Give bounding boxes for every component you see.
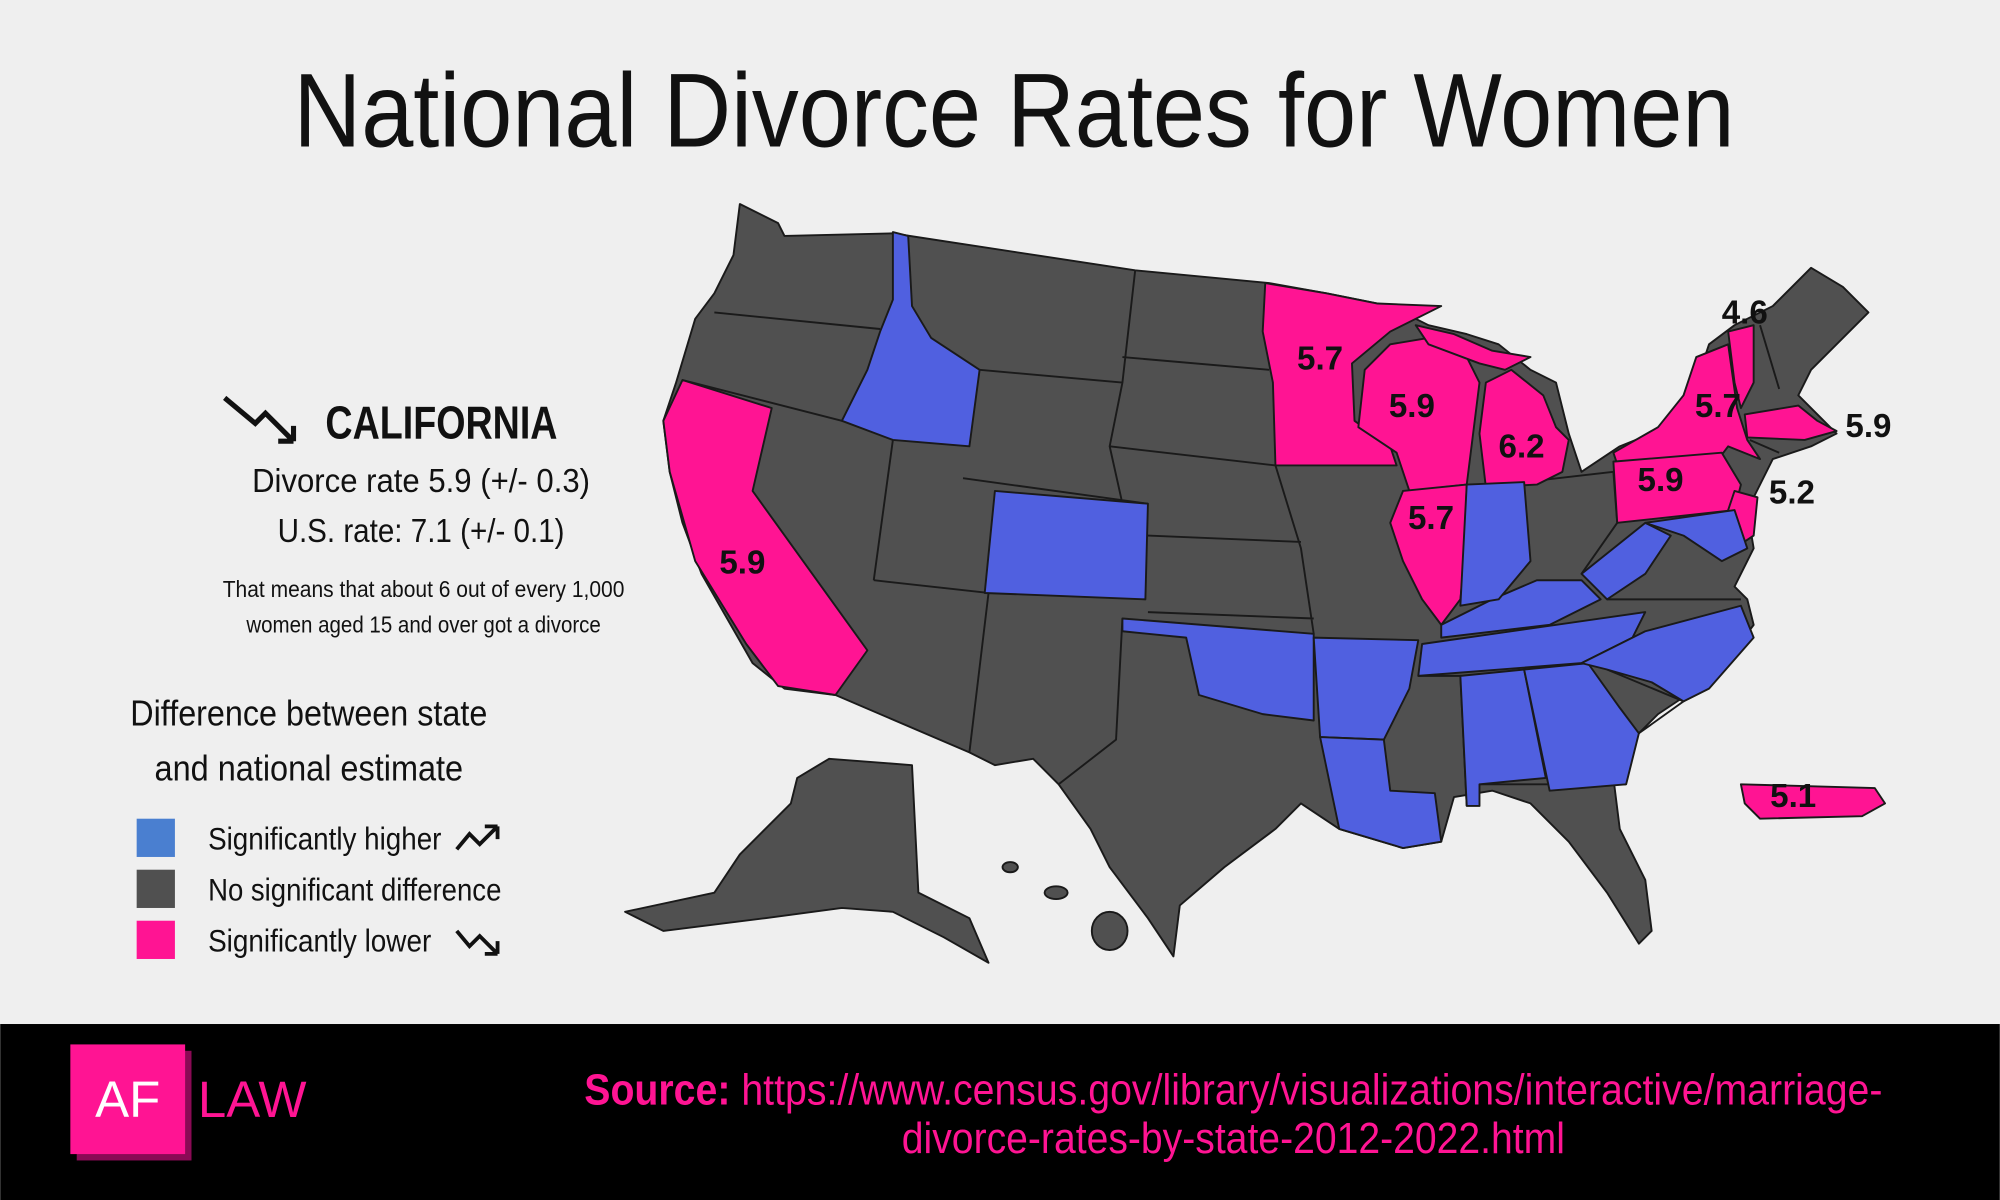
legend-title: Difference between state [130,694,487,734]
alaska [624,757,990,964]
legend: Significantly higher No significant diffe… [136,818,501,959]
source-url[interactable]: divorce-rates-by-state-2012-2022.html [902,1115,1565,1163]
trend-down-icon [455,929,500,956]
legend-label: Significantly higher [208,820,442,856]
state-rate-label: 5.9 [1389,388,1435,425]
state-rate-label: 5.7 [1695,388,1741,425]
state-region [840,231,981,448]
state-rate-label: 5.7 [1297,341,1343,378]
state-region [1319,736,1443,849]
state-region [1261,282,1443,467]
logo-text: LAW [198,1071,307,1128]
state-region [1743,404,1838,441]
legend-swatch [136,920,175,959]
highlight-rate: Divorce rate 5.9 (+/- 0.3) [252,463,590,500]
legend-label: No significant difference [208,871,501,907]
state-region [1580,604,1755,703]
note-line: women aged 15 and over got a divorce [245,612,600,638]
legend-swatch [136,818,175,857]
territory-region [1739,783,1886,820]
hawaii [1001,861,1129,952]
trend-down-icon [223,395,297,444]
us-map: 5.9 5.7 5.9 6.2 5.7 5.7 5.9 4.6 5.9 5.2 5.1 [624,203,1891,964]
state-rate-label: 5.2 [1769,475,1815,512]
state-rate-label: 4.6 [1722,295,1768,332]
source-line: Source: https://www.census.gov/library/v… [584,1066,1882,1114]
state-region [662,379,869,696]
island [1001,861,1019,874]
island [1090,910,1129,952]
title: National Divorce Rates for Women [294,53,1735,170]
state-rate-label: 6.2 [1499,429,1545,466]
island [1043,885,1069,900]
note-line: That means that about 6 out of every 1,0… [223,576,625,602]
logo-box [70,1044,186,1155]
state-region [1727,324,1755,410]
state-region [1312,636,1420,741]
state-region [983,490,1149,601]
state-region [1459,481,1532,607]
legend-label: Significantly lower [208,922,432,958]
state-rate-label: 5.9 [1845,408,1891,445]
state-region [1414,324,1532,371]
state-region [1478,368,1570,489]
trend-up-icon [455,824,500,851]
logo-text: AF [95,1071,160,1128]
state-rate-label: 5.9 [1638,462,1684,499]
footer [0,1024,2000,1200]
source-label: Source: [584,1066,730,1114]
legend-title: and national estimate [155,748,464,788]
state-rate-label: 5.9 [719,545,765,582]
state-region [1357,336,1481,492]
state-rate-label: 5.1 [1770,778,1816,815]
state-rate-label: 5.7 [1408,500,1454,537]
source-url[interactable]: https://www.census.gov/library/visualiza… [741,1066,1882,1114]
state-region [1580,521,1672,601]
us-rate: U.S. rate: 7.1 (+/- 0.1) [278,513,565,550]
state-region [1644,509,1749,563]
highlight-state: CALIFORNIA [325,397,557,449]
legend-swatch [136,869,175,908]
